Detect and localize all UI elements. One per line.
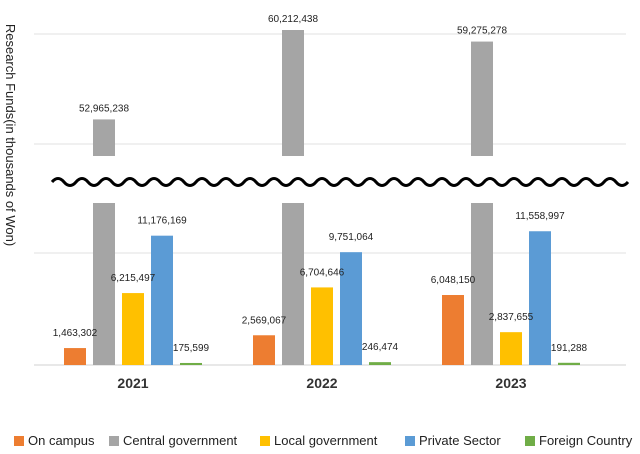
category-labels: 2021 2022 2023 [117, 375, 526, 391]
data-label: 2,569,067 [242, 315, 287, 326]
legend-swatch [14, 436, 24, 446]
data-label: 6,704,646 [300, 267, 345, 278]
data-label: 191,288 [551, 343, 588, 354]
bar-central-government-2021-lower [93, 203, 115, 365]
y-axis-label: Research Funds(in thousands of Won) [3, 24, 18, 246]
category-label: 2023 [495, 375, 526, 391]
bar-on-campus-2023 [442, 295, 464, 365]
bar-foreign-country-2021 [180, 362, 202, 365]
bar-private-sector-2021 [151, 235, 173, 365]
break-wave [50, 177, 630, 187]
data-label: 52,965,238 [79, 103, 129, 114]
legend-label: Private Sector [419, 433, 501, 448]
legend-swatch [109, 436, 119, 446]
bar-local-government-2023 [500, 332, 522, 365]
legend-label: On campus [28, 433, 95, 448]
bar-private-sector-2022 [340, 252, 362, 365]
data-label: 2,837,655 [489, 312, 534, 323]
bar-local-government-2022 [311, 287, 333, 365]
bar-private-sector-2023 [529, 231, 551, 365]
data-label: 246,474 [362, 342, 399, 353]
bar-local-government-2021 [122, 293, 144, 365]
data-label: 1,463,302 [53, 328, 98, 339]
data-label: 9,751,064 [329, 232, 374, 243]
bar-on-campus-2022 [253, 335, 275, 365]
data-label: 60,212,438 [268, 14, 318, 25]
bar-on-campus-2021 [64, 348, 86, 365]
data-label: 6,048,150 [431, 275, 476, 286]
category-label: 2022 [306, 375, 337, 391]
legend-swatch [405, 436, 415, 446]
bar-central-government-2022-lower [282, 203, 304, 365]
bar-central-government-2021 [93, 119, 115, 156]
legend-swatch [525, 436, 535, 446]
legend: On campus Central government Local governm… [14, 433, 633, 448]
data-labels: 1,463,302 52,965,238 6,215,497 11,176,169 17… [53, 14, 588, 354]
category-label: 2021 [117, 375, 148, 391]
legend-label: Central government [123, 433, 238, 448]
legend-label: Foreign Country [539, 433, 633, 448]
bar-central-government-2023-lower [471, 203, 493, 365]
legend-label: Local government [274, 433, 378, 448]
data-label: 11,176,169 [137, 216, 187, 227]
data-label: 59,275,278 [457, 26, 507, 37]
data-label: 6,215,497 [111, 273, 156, 284]
bar-foreign-country-2023 [558, 362, 580, 365]
axis-break [30, 157, 630, 202]
legend-swatch [260, 436, 270, 446]
bar-foreign-country-2022 [369, 362, 391, 365]
bar-central-government-2022 [282, 30, 304, 156]
bars [64, 30, 580, 365]
data-label: 11,558,997 [515, 211, 565, 222]
data-label: 175,599 [173, 343, 210, 354]
bar-central-government-2023 [471, 41, 493, 156]
